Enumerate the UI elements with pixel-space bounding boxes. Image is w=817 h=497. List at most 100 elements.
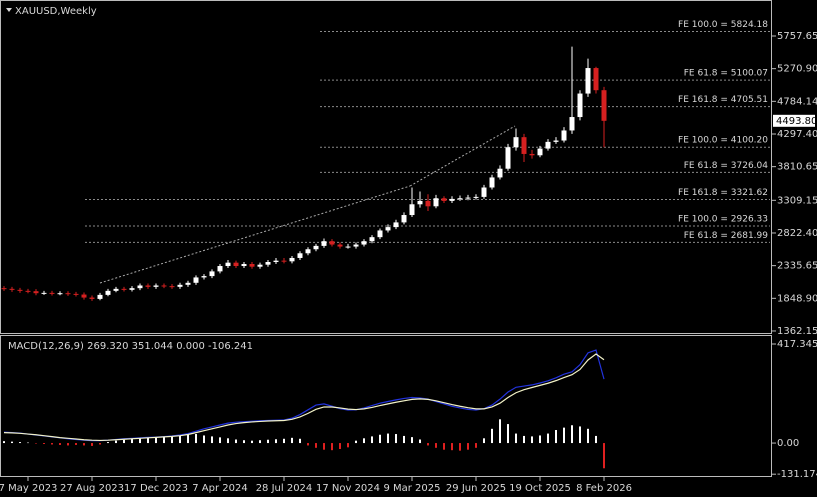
macd-histogram-bar (371, 436, 373, 444)
candle-body (393, 222, 399, 228)
macd-histogram-bar (195, 434, 197, 444)
candle-body (409, 204, 415, 216)
macd-line (3, 353, 605, 442)
macd-histogram-bar (419, 439, 421, 444)
macd-histogram-bar (267, 439, 269, 444)
macd-histogram-bar (67, 443, 69, 446)
y-tick-label: 0.00 (777, 438, 799, 449)
macd-histogram-bar (587, 428, 589, 444)
candle-body (137, 285, 143, 289)
macd-histogram-bar (75, 443, 77, 445)
fe-level-label: FE 100.0 = 4100.20 (678, 136, 768, 146)
x-tick-label: 7 Apr 2024 (192, 483, 247, 494)
macd-histogram-bar (131, 438, 133, 444)
macd-histogram-bar (315, 443, 317, 448)
candle-body (345, 246, 351, 248)
macd-histogram-bar (251, 440, 253, 444)
candle-body (65, 293, 71, 295)
macd-title: MACD(12,26,9) 269.320 351.044 0.000 -106… (8, 341, 253, 352)
candle-body (321, 241, 327, 246)
candle-body (233, 262, 239, 267)
y-tick-label: 5270.90 (777, 64, 817, 75)
macd-histogram-bar (19, 442, 21, 444)
y-tick-label: 5757.65 (777, 31, 817, 42)
dropdown-icon (6, 8, 12, 12)
candle-body (529, 153, 535, 156)
macd-histogram-bar (467, 443, 469, 450)
candle-body (145, 285, 151, 287)
macd-histogram-bar (235, 439, 237, 444)
candle-body (73, 293, 79, 295)
macd-histogram-bar (379, 434, 381, 444)
macd-histogram-bar (475, 443, 477, 448)
fe-level-label: FE 61.8 = 2681.99 (684, 231, 769, 241)
candle-body (329, 241, 335, 245)
candle-body (25, 290, 31, 292)
y-tick-label: 1848.90 (777, 293, 817, 304)
candle-body (353, 244, 359, 247)
x-tick-label: 9 Mar 2025 (383, 483, 440, 494)
candle-body (129, 288, 135, 290)
candle-body (281, 260, 287, 262)
macd-histogram-bar (283, 438, 285, 444)
x-tick-label: 17 Nov 2024 (316, 483, 380, 494)
y-tick-label: 2335.65 (777, 261, 817, 272)
candle-body (577, 93, 583, 118)
x-tick-label: 29 Jun 2025 (446, 483, 506, 494)
candle-body (289, 257, 295, 262)
candle-body (377, 230, 383, 238)
candle-body (273, 260, 279, 262)
candle-body (513, 137, 519, 148)
macd-histogram-bar (603, 443, 605, 469)
macd-histogram-bar (435, 443, 437, 448)
macd-histogram-bar (35, 443, 37, 444)
candle-body (433, 198, 439, 207)
macd-histogram-bar (547, 433, 549, 444)
macd-histogram-bar (275, 439, 277, 444)
candle-body (185, 282, 191, 285)
y-tick-label: 1362.15 (777, 326, 817, 337)
candle-body (553, 140, 559, 142)
y-tick-label: 3810.65 (777, 162, 817, 173)
candle-body (113, 288, 119, 291)
macd-histogram-bar (499, 419, 501, 444)
candle-body (369, 237, 375, 242)
macd-histogram-bar (163, 436, 165, 444)
macd-histogram-bar (347, 443, 349, 448)
candle-body (601, 90, 607, 121)
macd-histogram-bar (139, 438, 141, 444)
candle-body (33, 291, 39, 294)
candle-body (417, 200, 423, 205)
candle-body (41, 292, 47, 294)
macd-histogram-bar (83, 443, 85, 446)
candle-body (593, 68, 599, 91)
macd-histogram-bar (507, 424, 509, 444)
last-price-tag (773, 114, 815, 127)
macd-histogram-bar (187, 433, 189, 444)
candle-body (169, 286, 175, 288)
candle-body (105, 290, 111, 295)
macd-histogram-bar (595, 435, 597, 444)
macd-histogram-bar (43, 443, 45, 445)
candle-body (361, 241, 367, 245)
x-tick-label: 19 Oct 2025 (509, 483, 571, 494)
macd-histogram-bar (491, 428, 493, 444)
candle-body (49, 292, 55, 294)
fe-level-label: FE 61.8 = 3726.04 (684, 161, 769, 171)
candle-body (473, 196, 479, 198)
last-price-label: 4493.80 (776, 116, 817, 127)
candle-body (257, 264, 263, 267)
macd-histogram-bar (539, 435, 541, 444)
y-tick-label: 4784.14 (777, 96, 817, 107)
macd-histogram-bar (483, 438, 485, 444)
macd-histogram-bar (451, 443, 453, 451)
candle-body (313, 245, 319, 250)
x-tick-label: 17 Dec 2023 (124, 483, 188, 494)
macd-histogram-bar (531, 436, 533, 444)
candle-body (425, 200, 431, 207)
candle-body (521, 137, 527, 154)
candle-body (1, 288, 7, 290)
candle-body (121, 288, 127, 290)
candle-body (217, 266, 223, 272)
